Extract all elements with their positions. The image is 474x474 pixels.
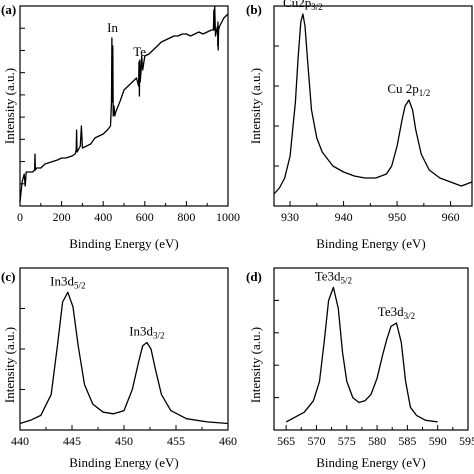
panel-d-peak-label: Te3d3/2 xyxy=(378,304,415,321)
panel-b-peak-label: Cu 2p1/2 xyxy=(387,81,430,98)
panel-c-peak-label: In3d5/2 xyxy=(50,273,85,290)
panel-c-ticks: 440 445 450 455 460 xyxy=(11,308,237,448)
panel-a-ticks: 0 200 400 600 800 1000 xyxy=(17,27,240,224)
panel-d-label: (d) xyxy=(246,269,262,284)
panel-d-xtick-label: 570 xyxy=(307,434,325,448)
peak-label-base: Te3d xyxy=(378,304,404,319)
peak-label-sub: 5/2 xyxy=(341,275,353,285)
panel-c-xtick-label: 440 xyxy=(11,434,29,448)
panel-c-label: (c) xyxy=(1,269,15,284)
panel-a-label: (a) xyxy=(1,2,16,17)
panel-c-xtick-label: 450 xyxy=(115,434,133,448)
panel-a-frame xyxy=(19,5,229,207)
panel-a-xtick-label: 200 xyxy=(53,210,71,224)
panel-d-spectrum xyxy=(285,286,438,423)
peak-label-base: Cu 2p xyxy=(387,81,418,96)
panel-d-frame xyxy=(273,267,469,431)
panel-b: (b) Intensity (a.u.) Binding Energy (eV)… xyxy=(246,0,473,251)
panel-d-xlabel: Binding Energy (eV) xyxy=(316,455,426,470)
panel-d-xtick-label: 580 xyxy=(368,434,386,448)
panel-c-ylabel: Intensity (a.u.) xyxy=(2,327,17,403)
peak-label-sub: 3/2 xyxy=(404,311,416,321)
panel-a-peak-label: Te xyxy=(133,44,146,59)
panel-a-peak-label: In xyxy=(107,20,118,35)
panel-a-xlabel: Binding Energy (eV) xyxy=(69,236,179,251)
panel-b-peak-label: Cu2p3/2 xyxy=(283,0,323,12)
peak-label-base: In3d xyxy=(50,273,74,288)
panel-d: (d) Intensity (a.u.) Binding Energy (eV)… xyxy=(246,267,474,470)
panel-c-peak-label: In3d3/2 xyxy=(129,324,164,341)
peak-label-sub: 3/2 xyxy=(311,2,323,12)
panel-b-ticks: 930 940 950 960 xyxy=(274,45,460,224)
panel-d-xtick-label: 565 xyxy=(277,434,295,448)
panel-a-xtick-label: 1000 xyxy=(216,210,240,224)
panel-a-xtick-label: 800 xyxy=(177,210,195,224)
panel-a-peak-label: Cu xyxy=(207,0,223,3)
panel-c-xtick-label: 460 xyxy=(219,434,237,448)
peak-label-sub: 5/2 xyxy=(74,280,86,290)
panel-a-annotations: In Te Cu xyxy=(107,0,222,59)
panel-b-xtick-label: 930 xyxy=(281,210,299,224)
panel-a-xtick-label: 0 xyxy=(17,210,23,224)
panel-c-xtick-label: 455 xyxy=(167,434,185,448)
panel-d-ticks: 565 570 575 580 585 590 595 xyxy=(274,299,474,448)
panel-b-annotations: Cu2p3/2 Cu 2p1/2 xyxy=(283,0,430,98)
panel-d-xtick-label: 595 xyxy=(459,434,474,448)
panel-b-frame xyxy=(273,5,473,207)
panel-b-label: (b) xyxy=(246,2,262,17)
panel-c-xlabel: Binding Energy (eV) xyxy=(69,455,179,470)
peak-label-base: Cu2p xyxy=(283,0,311,10)
panel-d-xtick-label: 575 xyxy=(338,434,356,448)
panel-a: (a) Intensity (a.u.) Binding Energy (eV)… xyxy=(1,0,240,251)
panel-b-spectrum xyxy=(273,13,473,195)
panel-d-xtick-label: 585 xyxy=(398,434,416,448)
panel-b-xtick-label: 960 xyxy=(442,210,460,224)
panel-a-xtick-label: 400 xyxy=(94,210,112,224)
panel-d-xtick-label: 590 xyxy=(429,434,447,448)
panel-a-ylabel: Intensity (a.u.) xyxy=(2,68,17,144)
panel-a-xtick-label: 600 xyxy=(136,210,154,224)
panel-c-frame xyxy=(19,267,229,431)
peak-label-base: Te3d xyxy=(315,268,341,283)
peak-label-sub: 3/2 xyxy=(153,331,165,341)
panel-b-ylabel: Intensity (a.u.) xyxy=(248,68,263,144)
panel-c: (c) Intensity (a.u.) Binding Energy (eV)… xyxy=(1,267,237,470)
panel-b-xtick-label: 940 xyxy=(335,210,353,224)
panel-b-xlabel: Binding Energy (eV) xyxy=(316,236,426,251)
panel-b-xtick-label: 950 xyxy=(388,210,406,224)
panel-d-peak-label: Te3d5/2 xyxy=(315,268,352,285)
panel-c-spectrum xyxy=(19,291,229,425)
peak-label-base: In3d xyxy=(129,324,153,339)
panel-c-xtick-label: 445 xyxy=(63,434,81,448)
peak-label-sub: 1/2 xyxy=(419,88,431,98)
panel-a-spectrum xyxy=(19,5,229,203)
panel-d-ylabel: Intensity (a.u.) xyxy=(248,327,263,403)
